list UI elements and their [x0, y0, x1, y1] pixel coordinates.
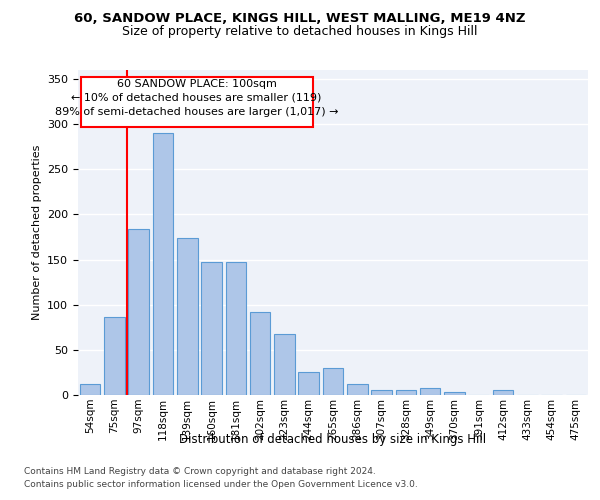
Bar	[201, 262, 222, 395]
Bar	[128, 229, 149, 395]
Bar	[371, 390, 392, 395]
Bar	[152, 133, 173, 395]
Bar	[420, 388, 440, 395]
Y-axis label: Number of detached properties: Number of detached properties	[32, 145, 41, 320]
Text: Contains public sector information licensed under the Open Government Licence v3: Contains public sector information licen…	[24, 480, 418, 489]
Text: Distribution of detached houses by size in Kings Hill: Distribution of detached houses by size …	[179, 432, 487, 446]
Text: Size of property relative to detached houses in Kings Hill: Size of property relative to detached ho…	[122, 25, 478, 38]
Bar	[250, 312, 271, 395]
Text: 60, SANDOW PLACE, KINGS HILL, WEST MALLING, ME19 4NZ: 60, SANDOW PLACE, KINGS HILL, WEST MALLI…	[74, 12, 526, 26]
Bar	[104, 318, 125, 395]
Bar	[323, 368, 343, 395]
Text: Contains HM Land Registry data © Crown copyright and database right 2024.: Contains HM Land Registry data © Crown c…	[24, 467, 376, 476]
Bar	[444, 392, 465, 395]
Bar	[80, 384, 100, 395]
Bar	[395, 390, 416, 395]
Bar	[177, 238, 197, 395]
Bar	[347, 384, 368, 395]
Bar	[274, 334, 295, 395]
Bar	[226, 262, 246, 395]
Bar	[298, 372, 319, 395]
Text: 60 SANDOW PLACE: 100sqm
← 10% of detached houses are smaller (119)
89% of semi-d: 60 SANDOW PLACE: 100sqm ← 10% of detache…	[55, 79, 338, 117]
Bar	[493, 390, 514, 395]
